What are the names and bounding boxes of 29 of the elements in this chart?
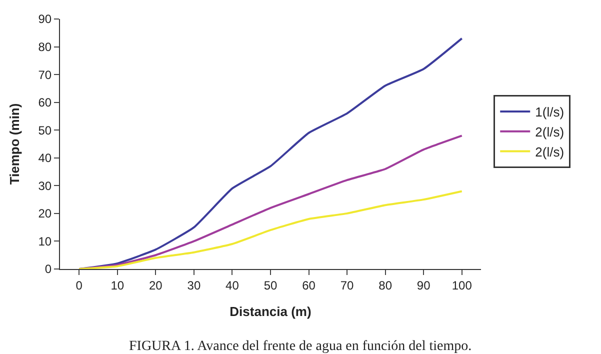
x-tick-label: 50 bbox=[264, 278, 278, 292]
y-axis-title: Tiempo (min) bbox=[7, 103, 22, 185]
x-tick-label: 20 bbox=[149, 278, 163, 292]
y-tick-label: 40 bbox=[38, 151, 52, 166]
x-tick-label: 60 bbox=[302, 278, 316, 292]
x-tick-label: 100 bbox=[452, 278, 472, 292]
x-tick-label: 40 bbox=[226, 278, 240, 292]
x-axis-title: Distancia (m) bbox=[230, 304, 312, 319]
line-series bbox=[78, 190, 463, 269]
line-series bbox=[78, 37, 463, 269]
text: FIGURA 1. Avance del frente de agua en función del tiempo. bbox=[129, 339, 472, 354]
legend-label: 2(l/s) bbox=[535, 144, 564, 160]
y-tick-label: 0 bbox=[44, 262, 52, 276]
y-tick-label: 30 bbox=[38, 178, 52, 193]
x-tick-label: 90 bbox=[416, 278, 431, 292]
y-tick-label: 50 bbox=[38, 123, 52, 138]
y-tick-label: 70 bbox=[38, 68, 52, 82]
y-tick-label: 20 bbox=[38, 206, 52, 221]
y-tick-label: 60 bbox=[38, 96, 52, 110]
y-tick-label: 90 bbox=[38, 12, 52, 26]
legend-label: 1(l/s) bbox=[535, 104, 564, 120]
x-tick-label: 0 bbox=[76, 278, 83, 292]
x-tick-label: 80 bbox=[378, 278, 392, 292]
y-tick-label: 10 bbox=[38, 234, 52, 248]
x-tick-label: 10 bbox=[110, 278, 124, 292]
legend-label: 2(l/s) bbox=[535, 124, 564, 140]
x-tick-label: 30 bbox=[187, 278, 201, 292]
y-tick-label: 80 bbox=[38, 40, 52, 54]
x-tick-label: 70 bbox=[340, 278, 354, 292]
